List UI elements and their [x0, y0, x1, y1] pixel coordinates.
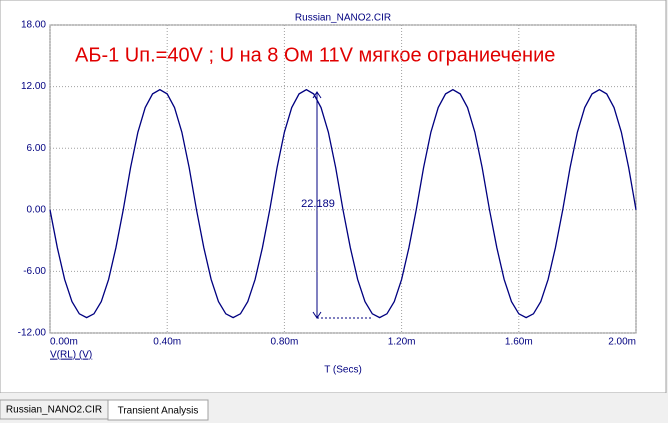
x-tick-label: 0.80m	[271, 337, 299, 348]
x-tick-label: 2.00m	[608, 337, 636, 348]
x-tick-label: 1.20m	[388, 337, 416, 348]
y-tick-label: 18.00	[21, 20, 46, 31]
y-tick-label: 0.00	[27, 204, 47, 215]
dimension-label: 22.189	[301, 198, 335, 210]
y-tick-label: 12.00	[21, 81, 46, 92]
y-tick-label: -6.00	[23, 266, 46, 277]
y-tick-label: -12.00	[18, 328, 47, 339]
tab-label[interactable]: Russian_NANO2.CIR	[6, 405, 102, 416]
annotation: АБ-1 Uп.=40V ; U на 8 Ом 11V мягкое огра…	[75, 44, 555, 66]
x-tick-label: 0.40m	[153, 337, 181, 348]
legend-entry: V(RL) (V)	[50, 350, 92, 361]
x-tick-label: 0.00m	[50, 337, 78, 348]
tab-label[interactable]: Transient Analysis	[118, 406, 199, 417]
series-line	[49, 88, 637, 319]
tab-active[interactable]	[107, 399, 209, 421]
y-tick-label: 6.00	[27, 143, 47, 154]
x-axis-label: T (Secs)	[324, 365, 362, 376]
chart-title: Russian_NANO2.CIR	[295, 13, 391, 24]
x-tick-label: 1.60m	[505, 337, 533, 348]
plot-panel	[0, 0, 667, 394]
